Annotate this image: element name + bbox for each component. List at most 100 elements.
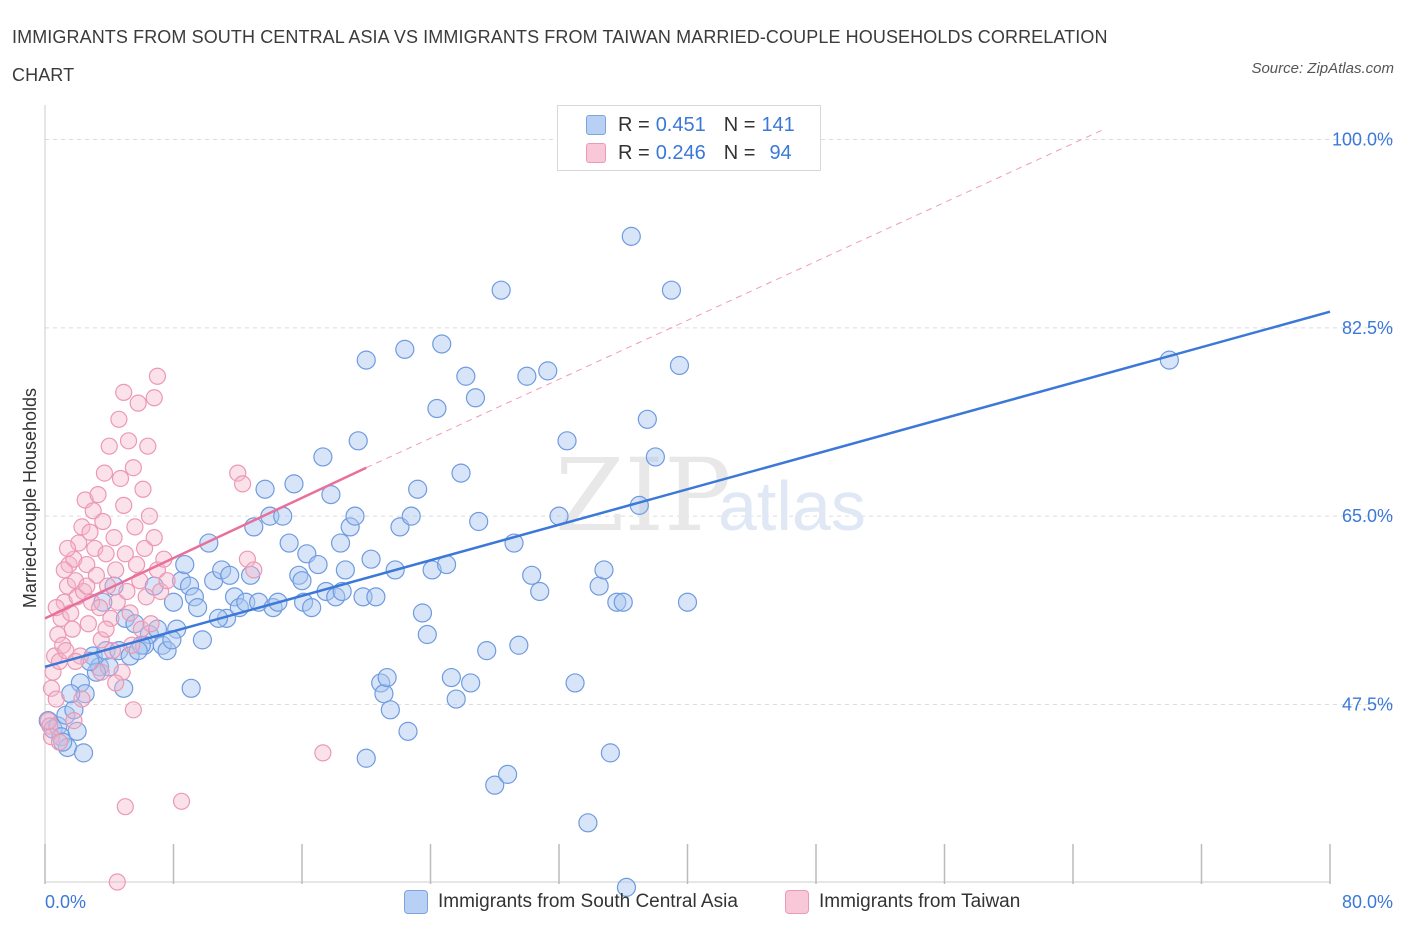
point-south-central-asia	[594, 560, 614, 580]
point-south-central-asia	[645, 447, 665, 467]
point-south-central-asia	[157, 641, 177, 661]
point-south-central-asia	[522, 565, 542, 585]
point-taiwan	[152, 582, 170, 601]
point-south-central-asia	[374, 684, 394, 704]
point-taiwan	[124, 459, 142, 477]
point-taiwan	[245, 561, 263, 579]
point-south-central-asia	[356, 748, 376, 768]
point-taiwan	[54, 636, 72, 654]
point-taiwan	[65, 550, 83, 568]
point-taiwan	[111, 469, 130, 488]
point-taiwan	[97, 545, 115, 563]
point-taiwan	[92, 663, 110, 681]
point-south-central-asia	[469, 511, 489, 532]
series-legend-pink: Immigrants from Taiwan	[785, 888, 1020, 916]
point-taiwan	[97, 620, 115, 638]
point-south-central-asia	[613, 592, 633, 612]
point-taiwan	[140, 507, 159, 525]
point-south-central-asia	[86, 662, 107, 682]
point-taiwan	[115, 496, 133, 514]
point-south-central-asia	[192, 630, 213, 650]
point-taiwan	[58, 539, 77, 558]
watermark-zip: ZIP	[555, 437, 731, 554]
source-label: Source: ZipAtlas.com	[1251, 60, 1394, 77]
point-taiwan	[41, 717, 59, 735]
point-south-central-asia	[517, 366, 537, 386]
point-taiwan	[91, 599, 109, 617]
point-south-central-asia	[115, 608, 135, 628]
point-taiwan	[113, 663, 131, 681]
legend-r-label: R =	[618, 113, 650, 136]
point-taiwan	[108, 593, 126, 611]
point-taiwan	[119, 432, 138, 450]
point-south-central-asia	[477, 641, 497, 661]
point-taiwan	[86, 539, 104, 558]
trend-extension-taiwan	[366, 128, 1106, 469]
y-tick-label: 82.5%	[1342, 318, 1393, 338]
point-taiwan	[95, 464, 114, 482]
point-south-central-asia	[446, 689, 466, 709]
point-south-central-asia	[340, 517, 360, 537]
point-taiwan	[92, 631, 110, 649]
point-south-central-asia	[451, 463, 471, 483]
point-south-central-asia	[181, 678, 201, 698]
point-south-central-asia	[661, 280, 682, 300]
point-taiwan	[63, 620, 81, 638]
point-south-central-asia	[461, 673, 481, 693]
point-south-central-asia	[348, 431, 368, 451]
point-south-central-asia	[377, 667, 397, 688]
point-taiwan	[229, 464, 247, 482]
watermark-atlas: atlas	[718, 467, 866, 545]
legend-r-label: R =	[618, 141, 650, 164]
point-south-central-asia	[498, 764, 518, 784]
point-south-central-asia	[224, 587, 245, 607]
trend-line-taiwan	[44, 466, 367, 620]
point-taiwan	[121, 604, 139, 622]
point-taiwan	[126, 518, 144, 536]
axes	[44, 105, 1331, 884]
point-south-central-asia	[538, 361, 558, 381]
point-taiwan	[233, 475, 252, 493]
legend-n-label: N =	[723, 113, 756, 136]
point-south-central-asia	[163, 592, 184, 612]
point-south-central-asia	[491, 280, 511, 300]
point-south-central-asia	[187, 598, 208, 618]
point-south-central-asia	[398, 721, 418, 741]
point-south-central-asia	[557, 431, 577, 451]
gridlines	[45, 139, 1395, 705]
point-taiwan	[94, 512, 112, 531]
point-south-central-asia	[356, 350, 376, 370]
point-taiwan	[137, 588, 155, 606]
point-south-central-asia	[456, 366, 476, 386]
point-taiwan	[134, 480, 152, 498]
point-taiwan	[145, 529, 163, 547]
point-taiwan	[107, 674, 125, 692]
point-south-central-asia	[284, 474, 304, 494]
point-taiwan	[70, 534, 88, 552]
point-taiwan	[102, 609, 120, 627]
point-taiwan	[108, 873, 126, 891]
point-south-central-asia	[530, 581, 550, 602]
series-label-pink: Immigrants from Taiwan	[819, 891, 1021, 912]
point-taiwan	[129, 394, 147, 412]
point-south-central-asia	[401, 506, 421, 526]
point-taiwan	[118, 582, 136, 601]
point-south-central-asia	[289, 565, 309, 585]
point-taiwan	[78, 555, 96, 574]
legend-row-pink: R = 0.246 N = 94	[586, 140, 792, 166]
point-taiwan	[105, 529, 123, 547]
trend-line-south-central-asia	[44, 310, 1331, 668]
point-south-central-asia	[371, 673, 391, 693]
point-south-central-asia	[220, 565, 240, 585]
point-south-central-asia	[621, 226, 641, 246]
point-south-central-asia	[366, 587, 386, 607]
point-south-central-asia	[616, 877, 637, 897]
point-south-central-asia	[53, 732, 73, 752]
point-south-central-asia	[80, 651, 100, 672]
legend-n-value: 141	[761, 113, 795, 136]
series-taiwan	[39, 367, 332, 891]
point-taiwan	[110, 410, 128, 428]
point-south-central-asia	[408, 479, 428, 499]
x-tick-label: 80.0%	[1342, 892, 1393, 912]
